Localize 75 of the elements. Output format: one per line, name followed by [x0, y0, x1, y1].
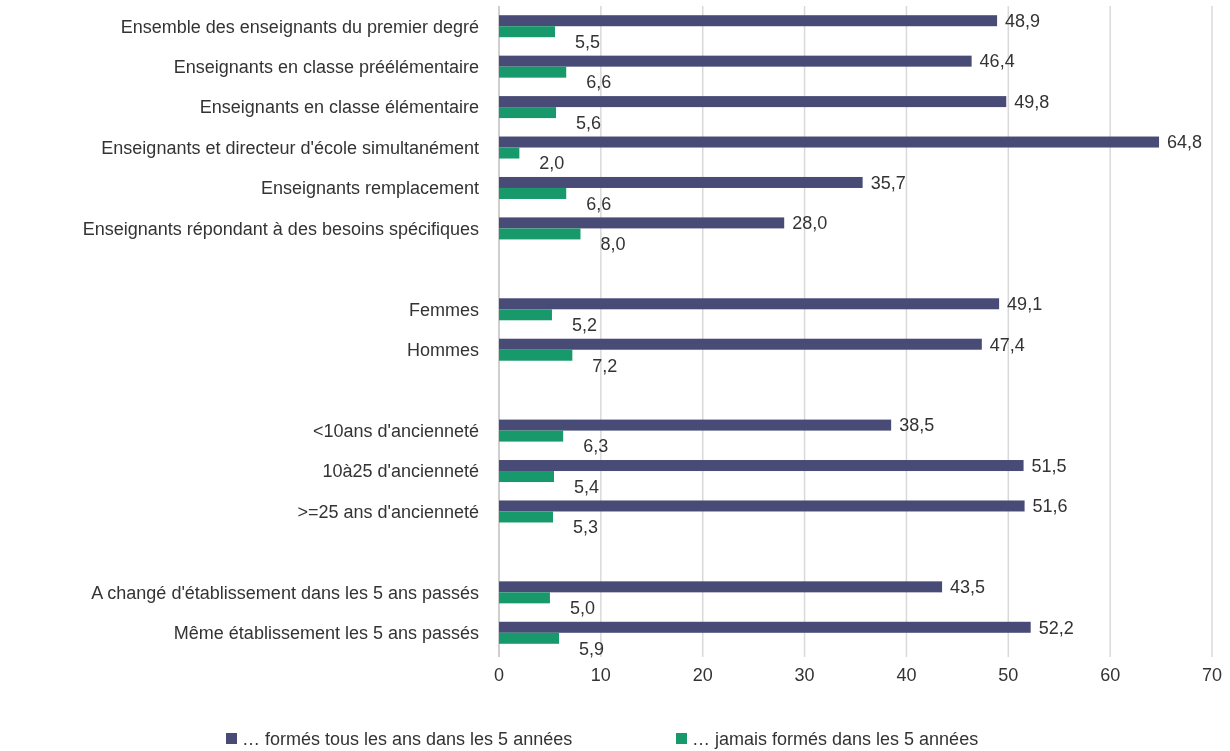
bar: [499, 419, 892, 431]
bar: [499, 430, 564, 442]
x-tick-label: 0: [493, 665, 505, 685]
y-tick-label: Même établissement les 5 ans passés: [173, 623, 479, 644]
data-label: 5,3: [572, 517, 599, 538]
data-label: 6,6: [586, 193, 612, 214]
bar: [499, 187, 567, 199]
bar: [499, 471, 554, 483]
bar: [499, 217, 785, 229]
bar: [499, 621, 1031, 633]
data-label: 5,4: [574, 476, 600, 497]
bar: [499, 309, 552, 321]
bar: [499, 298, 1000, 310]
data-label: 52,2: [1038, 617, 1074, 638]
y-tick-label: A changé d'établissement dans les 5 ans passés: [91, 582, 479, 603]
bar: [499, 176, 863, 188]
y-tick-label: 10à25 d'ancienneté: [322, 461, 479, 482]
data-label: 5,5: [575, 32, 601, 53]
data-label: 35,7: [870, 172, 906, 193]
data-label: 64,8: [1167, 132, 1203, 153]
bar: [499, 632, 560, 644]
data-label: 49,1: [1007, 294, 1043, 315]
data-label: 5,0: [569, 598, 595, 619]
bar: [499, 581, 943, 593]
bar: [499, 228, 581, 240]
data-label: 7,2: [592, 355, 618, 376]
bar: [499, 349, 573, 361]
bar: [499, 26, 556, 38]
x-tick-label: 70: [1201, 665, 1223, 685]
x-tick-label: 30: [794, 665, 815, 685]
x-tick-label: 20: [692, 665, 713, 685]
y-tick-label: <10ans d'ancienneté: [312, 420, 479, 441]
y-tick-label: Hommes: [406, 340, 479, 361]
y-tick-label: Enseignants en classe préélémentaire: [173, 56, 479, 77]
y-tick-label: >=25 ans d'ancienneté: [297, 501, 479, 522]
data-label: 5,6: [576, 112, 602, 133]
data-label: 49,8: [1014, 91, 1050, 112]
x-tick-label: 50: [998, 665, 1019, 685]
bar: [499, 500, 1025, 512]
data-label: 2,0: [539, 153, 565, 174]
legend-label: … jamais formés dans les 5 années: [692, 729, 979, 750]
y-tick-label: Enseignants répondant à des besoins spécifiques: [82, 218, 479, 239]
x-tick-label: 40: [896, 665, 917, 685]
data-label: 51,6: [1032, 496, 1068, 517]
legend-label: … formés tous les ans dans les 5 années: [242, 729, 573, 750]
data-label: 5,2: [571, 315, 597, 336]
data-label: 6,6: [586, 72, 612, 93]
data-label: 43,5: [950, 577, 986, 598]
data-label: 47,4: [989, 334, 1025, 355]
data-label: 5,9: [579, 638, 605, 659]
bar: [499, 96, 1007, 108]
data-label: 28,0: [792, 213, 828, 234]
data-label: 46,4: [979, 51, 1015, 72]
bar: [499, 338, 982, 350]
x-tick-label: 10: [590, 665, 611, 685]
bar: [499, 592, 550, 604]
bar: [499, 66, 567, 78]
bar: [499, 511, 553, 523]
y-tick-label: Femmes: [408, 299, 479, 320]
data-label: 48,9: [1005, 11, 1041, 32]
data-label: 51,5: [1031, 455, 1067, 476]
bar: [499, 55, 972, 67]
data-label: 6,3: [583, 436, 609, 457]
y-tick-label: Ensemble des enseignants du premier degré: [120, 16, 479, 37]
x-tick-label: 60: [1100, 665, 1121, 685]
bar: [499, 460, 1024, 472]
bar: [499, 136, 1160, 148]
bar: [499, 147, 520, 159]
bar: [499, 15, 998, 27]
bar: [499, 107, 557, 119]
data-label: 8,0: [600, 234, 626, 255]
y-tick-label: Enseignants en classe élémentaire: [199, 97, 479, 118]
y-tick-label: Enseignants et directeur d'école simultanément: [101, 137, 479, 158]
data-label: 38,5: [899, 415, 935, 436]
y-tick-label: Enseignants remplacement: [260, 178, 479, 199]
